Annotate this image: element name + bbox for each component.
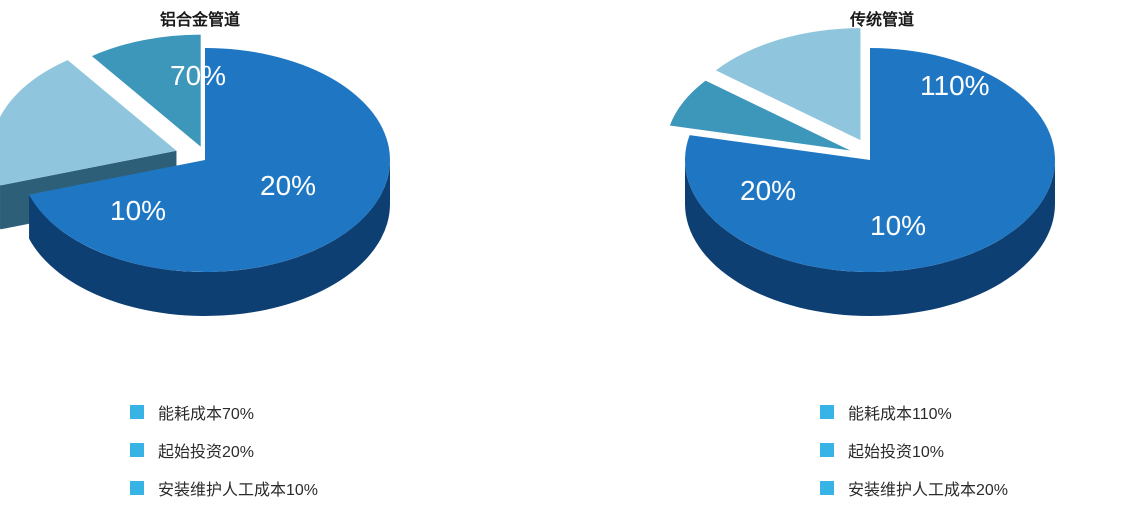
legend-left: 能耗成本70% 起始投资20% 安装维护人工成本10%: [130, 400, 318, 514]
legend-text: 起始投资20%: [158, 438, 254, 462]
legend-text: 安装维护人工成本10%: [158, 476, 318, 500]
legend-swatch: [820, 443, 834, 457]
page: { "page":{"width":1137,"height":522,"bac…: [0, 0, 1137, 522]
slice-label: 10%: [870, 210, 926, 242]
slice-label: 70%: [170, 60, 226, 92]
legend-text: 能耗成本110%: [848, 400, 952, 424]
legend-swatch: [130, 405, 144, 419]
slice-label: 10%: [110, 195, 166, 227]
legend-text: 安装维护人工成本20%: [848, 476, 1008, 500]
slice-label: 20%: [260, 170, 316, 202]
legend-swatch: [820, 405, 834, 419]
pie-chart-right: [660, 0, 1120, 360]
legend-swatch: [820, 481, 834, 495]
legend-text: 起始投资10%: [848, 438, 944, 462]
legend-item: 能耗成本110%: [820, 400, 1008, 424]
legend-item: 安装维护人工成本10%: [130, 476, 318, 500]
legend-right: 能耗成本110% 起始投资10% 安装维护人工成本20%: [820, 400, 1008, 514]
legend-item: 起始投资20%: [130, 438, 318, 462]
legend-item: 起始投资10%: [820, 438, 1008, 462]
legend-item: 能耗成本70%: [130, 400, 318, 424]
legend-swatch: [130, 481, 144, 495]
legend-text: 能耗成本70%: [158, 400, 254, 424]
slice-label: 20%: [740, 175, 796, 207]
slice-label: 110%: [920, 70, 990, 102]
pie-chart-left: [0, 0, 460, 360]
legend-item: 安装维护人工成本20%: [820, 476, 1008, 500]
legend-swatch: [130, 443, 144, 457]
